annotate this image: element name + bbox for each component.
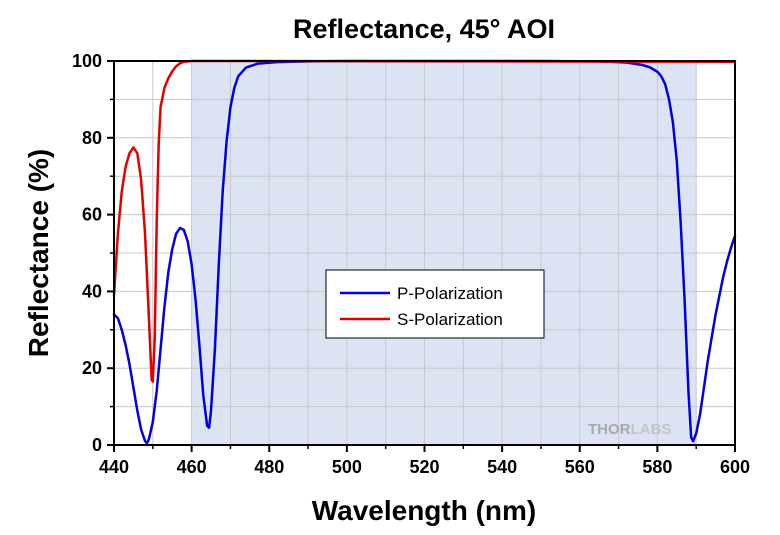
y-tick-label: 100	[72, 51, 102, 71]
x-axis-title: Wavelength (nm)	[312, 495, 537, 526]
legend: P-Polarization S-Polarization	[325, 269, 545, 339]
y-tick-label: 40	[82, 281, 102, 301]
series-line-p-polarization	[112, 59, 737, 445]
legend-box	[325, 269, 545, 339]
x-tick-label: 580	[642, 457, 672, 477]
y-axis-ticks: 0 20 40 60 80 100	[72, 51, 114, 455]
x-tick-label: 540	[487, 457, 517, 477]
x-tick-label: 500	[332, 457, 362, 477]
series-line-s-polarization	[112, 59, 737, 383]
y-tick-label: 60	[82, 205, 102, 225]
watermark-thor: THOR	[588, 421, 631, 438]
x-axis-ticks: 440 460 480 500 520 540 560 580 600	[99, 445, 750, 477]
x-tick-label: 480	[254, 457, 284, 477]
y-tick-label: 80	[82, 128, 102, 148]
svg-text:THORLABS: THORLABS	[588, 421, 671, 438]
x-tick-label: 560	[565, 457, 595, 477]
series-group	[112, 59, 737, 445]
legend-label-s-polarization: S-Polarization	[397, 310, 503, 329]
y-axis-title: Reflectance (%)	[23, 149, 54, 358]
y-tick-label: 20	[82, 358, 102, 378]
watermark-labs: LABS	[631, 421, 672, 438]
thorlabs-watermark: THORLABS	[588, 421, 671, 438]
x-tick-label: 460	[177, 457, 207, 477]
x-tick-label: 520	[409, 457, 439, 477]
x-tick-label: 600	[720, 457, 750, 477]
y-tick-label: 0	[92, 435, 102, 455]
x-tick-label: 440	[99, 457, 129, 477]
legend-label-p-polarization: P-Polarization	[397, 284, 503, 303]
chart-title: Reflectance, 45° AOI	[293, 14, 555, 44]
